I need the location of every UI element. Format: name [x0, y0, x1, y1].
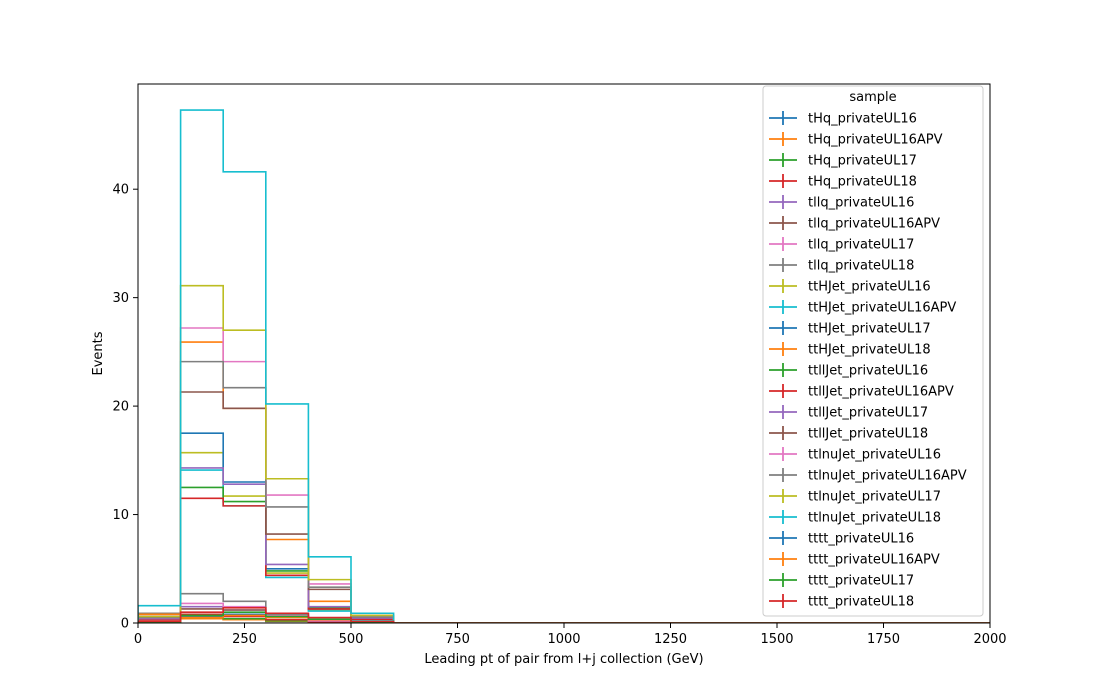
- x-tick-label: 1500: [760, 632, 793, 647]
- legend-item: tllq_privateUL16APV: [769, 216, 940, 232]
- legend-label: ttlnuJet_privateUL17: [808, 490, 941, 505]
- series-line-22: [138, 611, 990, 623]
- x-tick-label: 750: [445, 632, 470, 647]
- legend: sample tHq_privateUL16 tHq_privateUL16APV…: [762, 85, 984, 617]
- legend-label: tHq_privateUL18: [808, 175, 917, 190]
- x-axis-label: Leading pt of pair from l+j collection (…: [424, 652, 703, 667]
- legend-label: ttllJet_privateUL16: [808, 364, 928, 379]
- legend-label: ttllJet_privateUL16APV: [808, 385, 954, 400]
- y-tick-label: 10: [112, 508, 129, 523]
- legend-label: ttllJet_privateUL17: [808, 406, 928, 421]
- legend-item: tttt_privateUL18: [769, 594, 914, 610]
- legend-item: tttt_privateUL17: [769, 573, 914, 589]
- y-tick-label: 0: [121, 617, 129, 632]
- series-line-18: [138, 284, 990, 623]
- legend-label: tHq_privateUL17: [808, 154, 917, 169]
- legend-item: tHq_privateUL18: [769, 174, 917, 190]
- legend-item: ttlnuJet_privateUL16: [769, 447, 941, 463]
- y-tick-label: 30: [112, 291, 129, 306]
- legend-label: ttHJet_privateUL17: [808, 322, 931, 337]
- series-line-17: [138, 360, 990, 623]
- legend-item: tttt_privateUL16: [769, 531, 914, 547]
- legend-item: ttllJet_privateUL16APV: [769, 384, 954, 400]
- series-line-6: [138, 602, 990, 623]
- series-line-19: [138, 109, 990, 623]
- legend-title: sample: [849, 90, 896, 105]
- x-tick-label: 1250: [654, 632, 687, 647]
- legend-item: tHq_privateUL16APV: [769, 132, 943, 148]
- legend-label: ttlnuJet_privateUL18: [808, 511, 941, 526]
- legend-label: ttHJet_privateUL18: [808, 343, 931, 358]
- legend-label: tllq_privateUL16: [808, 196, 914, 211]
- series-line-10: [138, 432, 990, 623]
- x-tick-label: 2000: [973, 632, 1006, 647]
- legend-label: tttt_privateUL16APV: [808, 553, 940, 568]
- legend-label: ttHJet_privateUL16: [808, 280, 931, 295]
- y-axis-label: Events: [91, 331, 106, 375]
- legend-item: ttHJet_privateUL16: [769, 279, 931, 295]
- legend-item: ttHJet_privateUL17: [769, 321, 931, 337]
- y-axis: 0 10 20 30 40: [112, 183, 138, 632]
- series-line-12: [138, 486, 990, 623]
- legend-item: ttllJet_privateUL16: [769, 363, 928, 379]
- series-line-13: [138, 497, 990, 623]
- legend-item: ttllJet_privateUL18: [769, 426, 928, 442]
- x-tick-label: 250: [232, 632, 257, 647]
- legend-label: tHq_privateUL16: [808, 112, 917, 127]
- legend-item: ttlnuJet_privateUL18: [769, 510, 941, 526]
- legend-label: tttt_privateUL16: [808, 532, 914, 547]
- legend-label: tllq_privateUL16APV: [808, 217, 940, 232]
- y-tick-label: 20: [112, 400, 129, 415]
- series-line-23: [138, 607, 990, 623]
- legend-items: tHq_privateUL16 tHq_privateUL16APV tHq_pri…: [769, 111, 967, 610]
- legend-label: tllq_privateUL18: [808, 259, 914, 274]
- legend-item: tHq_privateUL16: [769, 111, 917, 127]
- x-axis: 0 250 500 750 1000 1250 1500 1750 2000: [134, 623, 1007, 647]
- legend-item: tllq_privateUL17: [769, 237, 914, 253]
- y-tick-label: 40: [112, 183, 129, 198]
- legend-label: ttlnuJet_privateUL16: [808, 448, 941, 463]
- legend-label: tttt_privateUL18: [808, 595, 914, 610]
- legend-label: tHq_privateUL16APV: [808, 133, 943, 148]
- legend-label: tllq_privateUL17: [808, 238, 914, 253]
- legend-label: ttlnuJet_privateUL16APV: [808, 469, 967, 484]
- legend-item: ttllJet_privateUL17: [769, 405, 928, 421]
- legend-item: tllq_privateUL18: [769, 258, 914, 274]
- x-tick-label: 500: [339, 632, 364, 647]
- series-line-7: [138, 592, 990, 623]
- legend-item: ttHJet_privateUL16APV: [769, 300, 956, 316]
- series-layer: [138, 109, 990, 623]
- legend-item: tttt_privateUL16APV: [769, 552, 940, 568]
- series-line-14: [138, 467, 990, 623]
- legend-label: ttllJet_privateUL18: [808, 427, 928, 442]
- x-tick-label: 1000: [547, 632, 580, 647]
- legend-item: tllq_privateUL16: [769, 195, 914, 211]
- legend-label: ttHJet_privateUL16APV: [808, 301, 956, 316]
- series-line-21: [138, 614, 990, 623]
- series-line-16: [138, 327, 990, 623]
- legend-label: tttt_privateUL17: [808, 574, 914, 589]
- legend-item: ttlnuJet_privateUL17: [769, 489, 941, 505]
- legend-item: ttHJet_privateUL18: [769, 342, 931, 358]
- legend-item: ttlnuJet_privateUL16APV: [769, 468, 967, 484]
- legend-item: tHq_privateUL17: [769, 153, 917, 169]
- legend-box: [762, 85, 984, 617]
- x-tick-label: 1750: [867, 632, 900, 647]
- series-line-15: [138, 391, 990, 623]
- x-tick-label: 0: [134, 632, 142, 647]
